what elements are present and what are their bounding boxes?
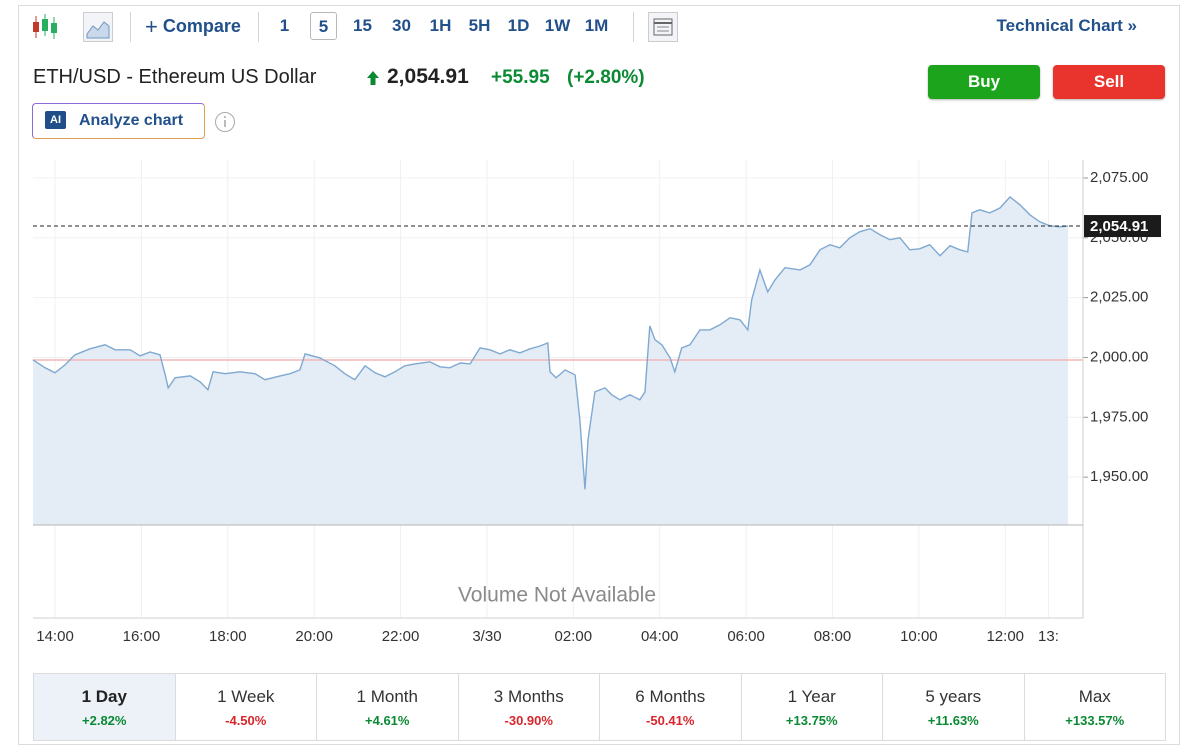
- x-tick-label: 12:00: [986, 628, 1024, 645]
- x-tick-label: 14:00: [36, 628, 74, 645]
- interval-button[interactable]: 1: [279, 16, 290, 35]
- separator: [633, 12, 634, 42]
- x-tick-label: 04:00: [641, 628, 679, 645]
- period-label: 6 Months: [635, 687, 706, 706]
- candles-icon[interactable]: [31, 14, 59, 40]
- interval-button[interactable]: 1W: [544, 16, 571, 35]
- period-tab[interactable]: 1 Week -4.50%: [174, 674, 317, 740]
- analyze-chart-label: Analyze chart: [79, 112, 184, 129]
- interval-bar: 1 5 15 30 1H 5H 1D 1W 1M: [265, 12, 616, 40]
- period-label: 1 Year: [787, 687, 836, 706]
- period-tab[interactable]: 6 Months -50.41%: [599, 674, 741, 740]
- period-label: 3 Months: [493, 687, 564, 706]
- period-change: -50.41%: [646, 713, 695, 728]
- period-tab[interactable]: 3 Months -30.90%: [457, 674, 600, 740]
- compare-button[interactable]: + Compare: [145, 14, 241, 39]
- y-tick-label: 1,975.00: [1090, 408, 1148, 425]
- symbol-title: ETH/USD - Ethereum US Dollar: [33, 66, 317, 88]
- x-tick-label: 10:00: [900, 628, 938, 645]
- chart: 14:00 16:00 18:00 20:00 22:00 3/30 02:00 04:00 0…: [32, 160, 1161, 645]
- x-tick-label: 08:00: [814, 628, 852, 645]
- period-tab[interactable]: 1 Year +13.75%: [740, 674, 883, 740]
- up-arrow: [367, 71, 379, 85]
- analyze-chart-button[interactable]: AI Analyze chart: [32, 103, 205, 139]
- last-price-label: 2,054.91: [1090, 218, 1148, 235]
- period-tab[interactable]: 1 Day +2.82%: [34, 674, 175, 740]
- period-tab[interactable]: 1 Month +4.61%: [316, 674, 458, 740]
- interval-button[interactable]: 15: [353, 16, 372, 35]
- x-tick-label: 06:00: [727, 628, 765, 645]
- period-label: Max: [1078, 687, 1111, 706]
- technical-chart-link[interactable]: Technical Chart »: [996, 16, 1137, 35]
- period-tabs: 1 Day +2.82% 1 Week -4.50% 1 Month +4.61% 3 Mo…: [33, 673, 1166, 741]
- volume-note: Volume Not Available: [458, 584, 656, 607]
- interval-button[interactable]: 5H: [468, 16, 491, 35]
- y-tick-label: 2,075.00: [1090, 169, 1148, 186]
- x-tick-label: 20:00: [295, 628, 333, 645]
- separator: [130, 12, 131, 42]
- period-label: 1 Day: [81, 687, 127, 706]
- x-tick-label: 13:: [1038, 628, 1059, 645]
- y-tick-label: 2,025.00: [1090, 289, 1148, 306]
- period-change: +4.61%: [365, 713, 410, 728]
- compare-label: Compare: [162, 16, 241, 36]
- y-tick-label: 2,000.00: [1090, 348, 1148, 365]
- buy-button[interactable]: Buy: [928, 65, 1040, 99]
- table-icon[interactable]: [648, 12, 678, 42]
- line-chart-icon[interactable]: [83, 12, 113, 42]
- price-change: +55.95: [491, 67, 550, 88]
- interval-button[interactable]: 30: [392, 16, 411, 35]
- price-change-percent: (+2.80%): [567, 67, 645, 88]
- area-fill: [33, 196, 1068, 525]
- x-tick-label: 16:00: [123, 628, 161, 645]
- period-change: +133.57%: [1065, 713, 1125, 728]
- period-label: 1 Week: [217, 687, 275, 706]
- interval-button[interactable]: 1D: [507, 16, 530, 35]
- price: 2,054.91: [387, 65, 469, 88]
- interval-button[interactable]: 1H: [429, 16, 452, 35]
- period-label: 5 years: [925, 687, 982, 706]
- last-price-box: [1084, 215, 1161, 238]
- period-change: -30.90%: [504, 713, 553, 728]
- x-tick-label: 22:00: [382, 628, 420, 645]
- x-tick-label: 18:00: [209, 628, 247, 645]
- x-tick-label: 3/30: [472, 628, 501, 645]
- ai-badge: AI: [45, 111, 66, 129]
- info-icon[interactable]: [214, 111, 236, 133]
- frame: [18, 5, 1180, 745]
- separator: [258, 12, 259, 42]
- price-line: [32, 195, 1068, 490]
- period-tab[interactable]: 5 years +11.63%: [882, 674, 1024, 740]
- period-change: +13.75%: [785, 713, 838, 728]
- interval-button[interactable]: 5: [310, 12, 337, 40]
- y-tick-label: 1,950.00: [1090, 468, 1148, 485]
- period-change: +11.63%: [927, 713, 979, 728]
- period-change: -4.50%: [225, 713, 267, 728]
- interval-button[interactable]: 1M: [584, 16, 609, 35]
- period-change: +2.82%: [82, 713, 127, 728]
- period-tab[interactable]: Max +133.57%: [1023, 674, 1166, 740]
- sell-button[interactable]: Sell: [1053, 65, 1165, 99]
- period-label: 1 Month: [356, 687, 418, 706]
- x-tick-label: 02:00: [555, 628, 593, 645]
